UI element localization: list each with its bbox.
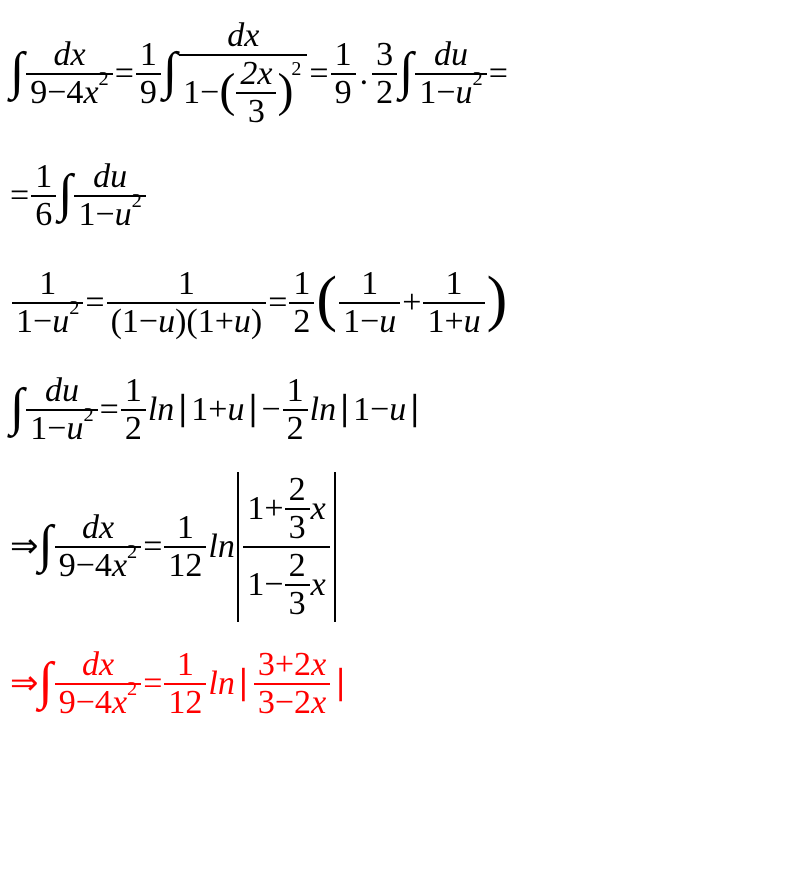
integral-sign: ∫ (10, 382, 24, 434)
math-derivation: ∫ dx 9−4x2 = 1 9 ∫ dx 1− ( 2x 3 )2 = 1 9… (0, 0, 800, 738)
integral-sign: ∫ (399, 46, 413, 98)
frac: du 1−u2 (415, 38, 486, 110)
frac: dx 9−4x2 (55, 511, 141, 583)
frac: 1 6 (31, 160, 56, 232)
frac: 1 9 (136, 38, 161, 110)
line-4: ∫ du 1−u2 = 1 2 ln ∣1+u∣ − 1 2 ln ∣1−u∣ (10, 360, 790, 460)
left-paren: ( (316, 268, 337, 330)
frac: 1 1−u (339, 267, 400, 339)
frac: 1 1−u2 (12, 267, 83, 339)
frac: dx 9−4x2 (55, 648, 141, 720)
frac: 1 12 (164, 648, 206, 720)
frac: 1 12 (164, 511, 206, 583)
integral-sign: ∫ (163, 46, 177, 98)
frac: 3+2x 3−2x (254, 648, 330, 720)
frac: 1 2 (283, 374, 308, 446)
line-5: ⇒ ∫ dx 9−4x2 = 1 12 ln 1+ 2 3 x (10, 462, 790, 632)
frac: du 1−u2 (74, 160, 145, 232)
integral-sign: ∫ (39, 656, 53, 708)
line-2: = 1 6 ∫ du 1−u2 (10, 146, 790, 246)
frac: 1 1+u (423, 267, 484, 339)
frac: dx 9−4x2 (26, 38, 112, 110)
frac: du 1−u2 (26, 374, 97, 446)
right-paren: ) (487, 268, 508, 330)
integral-sign: ∫ (10, 46, 24, 98)
frac: dx 1− ( 2x 3 )2 (179, 19, 307, 129)
abs-bars: 1+ 2 3 x 1− 2 3 x (235, 472, 338, 622)
frac: 1 2 (121, 374, 146, 446)
integral-sign: ∫ (58, 168, 72, 220)
line-3: 1 1−u2 = 1 (1−u)(1+u) = 1 2 ( 1 1−u + 1 … (10, 248, 790, 358)
frac: 1 2 (289, 267, 314, 339)
implies-arrow: ⇒ (10, 667, 39, 701)
line-1: ∫ dx 9−4x2 = 1 9 ∫ dx 1− ( 2x 3 )2 = 1 9… (10, 4, 790, 144)
frac: 1 (1−u)(1+u) (107, 267, 267, 339)
line-6-result: ⇒ ∫ dx 9−4x2 = 1 12 ln ∣ 3+2x 3−2x ∣ (10, 634, 790, 734)
implies-arrow: ⇒ (10, 530, 39, 564)
integral-sign: ∫ (39, 519, 53, 571)
frac: 3 2 (372, 38, 397, 110)
frac: 1 9 (331, 38, 356, 110)
